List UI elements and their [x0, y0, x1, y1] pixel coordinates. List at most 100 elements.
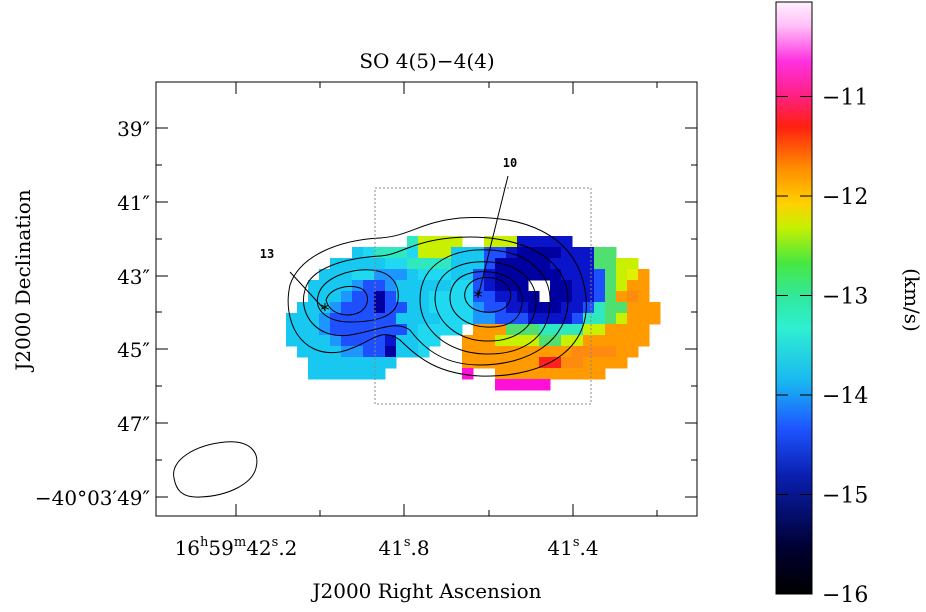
velocity-pixel: [528, 302, 540, 314]
velocity-pixel: [451, 280, 463, 292]
velocity-pixel: [451, 258, 463, 270]
velocity-pixel: [561, 280, 573, 292]
velocity-pixel: [528, 247, 540, 259]
velocity-pixel: [616, 291, 628, 303]
velocity-pixel: [462, 247, 474, 259]
velocity-pixel: [440, 247, 452, 259]
velocity-pixel: [407, 247, 419, 259]
velocity-pixel: [572, 335, 584, 347]
velocity-pixel: [572, 258, 584, 270]
velocity-pixel: [363, 258, 375, 270]
velocity-pixel: [594, 313, 606, 325]
velocity-pixel: [308, 291, 320, 303]
velocity-pixel: [462, 357, 474, 369]
velocity-pixel: [418, 291, 430, 303]
velocity-pixel: [594, 258, 606, 270]
x-tick-label: 16h59m42s.2: [175, 535, 298, 560]
velocity-pixel: [396, 313, 408, 325]
velocity-pixel: [319, 302, 331, 314]
velocity-pixel: [418, 324, 430, 336]
velocity-pixel: [374, 247, 386, 259]
velocity-pixel: [330, 302, 342, 314]
velocity-pixel: [616, 313, 628, 325]
colorbar-tick-labels: −11 −12 −13 −14 −15 −16: [822, 86, 868, 608]
velocity-pixel: [429, 335, 441, 347]
velocity-pixel: [616, 357, 628, 369]
velocity-pixel: [319, 357, 331, 369]
velocity-pixel: [374, 335, 386, 347]
velocity-pixel: [517, 379, 529, 391]
x-axis-label: J2000 Right Ascension: [310, 579, 541, 603]
plot-frame: [155, 81, 698, 517]
velocity-pixel: [462, 313, 474, 325]
velocity-pixel: [616, 258, 628, 270]
source-10-label: 10: [503, 156, 517, 170]
velocity-pixel: [429, 302, 441, 314]
velocity-pixel: [429, 280, 441, 292]
y-tick-label: 45″: [117, 338, 150, 362]
velocity-pixel: [341, 346, 353, 358]
velocity-pixel: [561, 269, 573, 281]
contour-level-6: [434, 261, 537, 342]
velocity-pixel: [561, 357, 573, 369]
velocity-pixel: [506, 258, 518, 270]
velocity-pixel: [385, 335, 397, 347]
contour-level-8: [464, 277, 512, 313]
velocity-pixel: [330, 368, 342, 380]
velocity-pixel: [506, 324, 518, 336]
velocity-pixel: [374, 346, 386, 358]
velocity-pixel: [396, 269, 408, 281]
velocity-pixel: [352, 258, 364, 270]
velocity-pixel: [506, 247, 518, 259]
velocity-pixel: [550, 280, 562, 292]
velocity-pixel: [550, 346, 562, 358]
velocity-pixel: [506, 280, 518, 292]
velocity-pixel: [539, 313, 551, 325]
velocity-pixel: [297, 302, 309, 314]
velocity-pixel: [517, 258, 529, 270]
velocity-pixel: [418, 258, 430, 270]
velocity-pixel: [396, 324, 408, 336]
velocity-pixel: [341, 269, 353, 281]
velocity-pixel: [583, 346, 595, 358]
velocity-pixel: [539, 368, 551, 380]
y-tick-label: −40°03′49″: [35, 486, 150, 510]
velocity-pixel: [495, 357, 507, 369]
velocity-pixel: [385, 269, 397, 281]
velocity-pixel: [473, 269, 485, 281]
velocity-pixel: [495, 269, 507, 281]
velocity-pixel: [286, 313, 298, 325]
velocity-pixel: [594, 346, 606, 358]
velocity-pixel: [517, 280, 529, 292]
velocity-pixel: [429, 247, 441, 259]
velocity-pixel: [374, 324, 386, 336]
velocity-pixel: [473, 313, 485, 325]
velocity-pixel: [561, 368, 573, 380]
velocity-pixel: [506, 335, 518, 347]
velocity-pixel: [495, 247, 507, 259]
velocity-pixel: [352, 324, 364, 336]
velocity-pixel: [374, 302, 386, 314]
velocity-pixel: [440, 258, 452, 270]
velocity-pixel: [429, 269, 441, 281]
velocity-pixel: [627, 291, 639, 303]
velocity-pixel: [583, 269, 595, 281]
velocity-pixel: [484, 302, 496, 314]
source-13-star: *: [321, 300, 330, 321]
velocity-pixel: [572, 324, 584, 336]
intensity-contours: [173, 216, 587, 498]
velocity-pixel: [638, 280, 650, 292]
velocity-pixel: [627, 324, 639, 336]
velocity-pixel: [528, 258, 540, 270]
velocity-pixel: [374, 258, 386, 270]
velocity-pixel: [583, 357, 595, 369]
velocity-pixel: [550, 258, 562, 270]
velocity-pixel: [352, 368, 364, 380]
velocity-pixel: [286, 324, 298, 336]
velocity-pixel: [407, 269, 419, 281]
velocity-pixel: [506, 291, 518, 303]
velocity-pixel: [341, 258, 353, 270]
velocity-pixel: [550, 247, 562, 259]
velocity-pixel: [583, 302, 595, 314]
velocity-pixel: [506, 379, 518, 391]
